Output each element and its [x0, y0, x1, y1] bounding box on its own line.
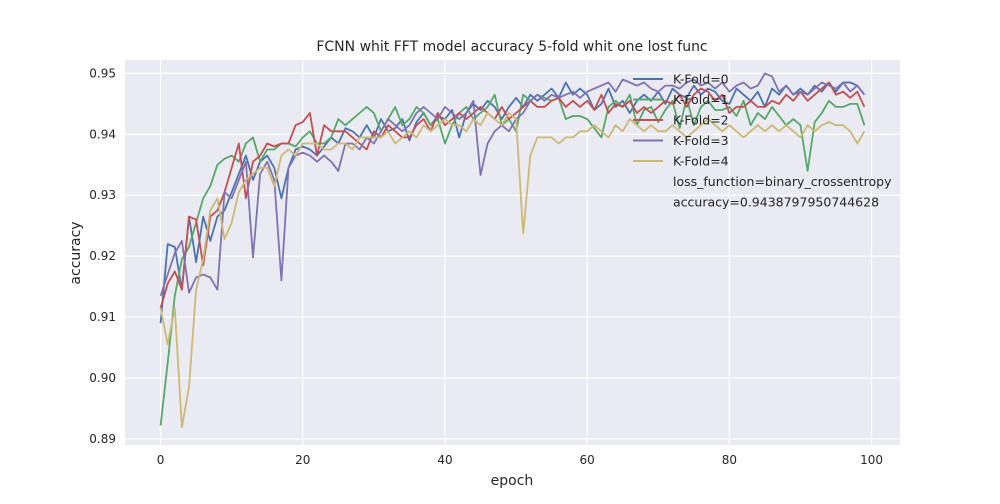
- x-tick-label: 100: [860, 453, 883, 467]
- legend-label: K-Fold=1: [673, 92, 729, 107]
- series-line-kfold-3: [159, 72, 866, 297]
- chart-title: FCNN whit FFT model accuracy 5-fold whit…: [316, 39, 707, 55]
- y-tick-labels: 0.89 0.90 0.91 0.92 0.93 0.94 0.95: [89, 66, 116, 446]
- legend-label: K-Fold=2: [673, 113, 729, 128]
- legend-label: K-Fold=3: [673, 133, 729, 148]
- y-axis-label: accuracy: [68, 221, 84, 284]
- y-tick-label: 0.93: [89, 188, 116, 202]
- x-axis-label: epoch: [491, 473, 534, 489]
- x-tick-label: 40: [437, 453, 452, 467]
- legend-label: K-Fold=4: [673, 154, 729, 169]
- y-tick-label: 0.95: [89, 66, 116, 80]
- legend-label: K-Fold=0: [673, 72, 729, 87]
- annotation-text: accuracy=0.9438797950744628: [673, 195, 879, 210]
- x-tick-label: 80: [722, 453, 737, 467]
- series-lines: [159, 72, 866, 429]
- y-tick-label: 0.89: [89, 432, 116, 446]
- y-tick-label: 0.90: [89, 371, 116, 385]
- y-tick-label: 0.92: [89, 249, 116, 263]
- legend: K-Fold=0 K-Fold=1 K-Fold=2 K-Fold=3 K-Fold=4: [633, 72, 729, 169]
- grid-lines: [125, 60, 900, 445]
- annotations: loss_function=binary_crossentropyaccurac…: [673, 174, 892, 210]
- annotation-text: loss_function=binary_crossentropy: [673, 174, 892, 189]
- y-tick-label: 0.91: [89, 310, 116, 324]
- y-tick-label: 0.94: [89, 127, 116, 141]
- x-tick-labels: 0 20 40 60 80 100: [157, 453, 883, 467]
- x-tick-label: 60: [580, 453, 595, 467]
- x-tick-label: 20: [295, 453, 310, 467]
- plot-background: [125, 60, 900, 445]
- series-line-kfold-4: [159, 112, 866, 429]
- series-line-kfold-0: [159, 81, 866, 324]
- x-tick-label: 0: [157, 453, 165, 467]
